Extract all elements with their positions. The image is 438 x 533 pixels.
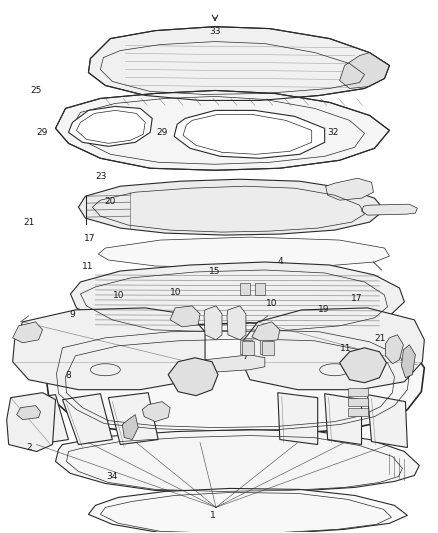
Polygon shape xyxy=(242,308,424,390)
Polygon shape xyxy=(56,91,389,170)
Text: 21: 21 xyxy=(23,219,35,228)
Polygon shape xyxy=(78,179,385,235)
Text: 10: 10 xyxy=(170,287,181,296)
Polygon shape xyxy=(255,283,265,295)
Polygon shape xyxy=(17,406,41,419)
Polygon shape xyxy=(262,341,274,355)
Text: 11: 11 xyxy=(82,262,94,271)
Polygon shape xyxy=(170,306,200,327)
Polygon shape xyxy=(339,348,386,383)
Text: 7: 7 xyxy=(242,352,248,361)
Polygon shape xyxy=(401,345,415,378)
Polygon shape xyxy=(278,393,318,445)
Polygon shape xyxy=(326,178,374,200)
Polygon shape xyxy=(122,415,138,440)
Text: 15: 15 xyxy=(209,268,220,276)
Text: 29: 29 xyxy=(36,128,48,137)
Polygon shape xyxy=(19,394,68,445)
Polygon shape xyxy=(108,393,158,445)
Text: 32: 32 xyxy=(327,128,338,137)
Polygon shape xyxy=(204,306,222,340)
Polygon shape xyxy=(385,335,403,364)
Text: 9: 9 xyxy=(70,310,76,319)
Text: 10: 10 xyxy=(265,299,277,308)
Text: 11: 11 xyxy=(340,344,351,353)
Polygon shape xyxy=(348,408,367,416)
Polygon shape xyxy=(68,107,152,147)
Polygon shape xyxy=(56,430,419,492)
Text: 34: 34 xyxy=(106,472,118,481)
Text: 4: 4 xyxy=(277,257,283,265)
Polygon shape xyxy=(227,306,246,340)
Text: 32: 32 xyxy=(98,128,109,137)
Polygon shape xyxy=(339,53,389,88)
Polygon shape xyxy=(200,355,265,373)
Text: 23: 23 xyxy=(95,172,107,181)
Polygon shape xyxy=(260,340,272,354)
Polygon shape xyxy=(46,323,424,435)
Polygon shape xyxy=(240,283,250,295)
Polygon shape xyxy=(7,393,56,451)
Polygon shape xyxy=(361,204,417,215)
Text: 2: 2 xyxy=(26,443,32,452)
Polygon shape xyxy=(348,387,367,395)
Polygon shape xyxy=(13,308,205,390)
Text: 17: 17 xyxy=(85,235,96,244)
Polygon shape xyxy=(88,27,389,100)
Text: 21: 21 xyxy=(375,334,386,343)
Polygon shape xyxy=(71,262,404,334)
Polygon shape xyxy=(63,394,112,445)
Text: 8: 8 xyxy=(66,371,71,380)
Text: 17: 17 xyxy=(351,294,362,303)
Polygon shape xyxy=(242,341,254,355)
Text: 29: 29 xyxy=(156,128,168,137)
Text: 1: 1 xyxy=(209,511,215,520)
Text: 33: 33 xyxy=(209,27,220,36)
Text: 30: 30 xyxy=(213,134,225,143)
Polygon shape xyxy=(325,394,361,445)
Polygon shape xyxy=(142,402,170,422)
Text: 20: 20 xyxy=(104,197,116,206)
Text: 25: 25 xyxy=(31,85,42,94)
Text: 19: 19 xyxy=(318,304,329,313)
Polygon shape xyxy=(240,340,252,354)
Polygon shape xyxy=(367,394,407,448)
Text: 10: 10 xyxy=(113,291,124,300)
Polygon shape xyxy=(99,237,389,268)
Text: 31: 31 xyxy=(215,110,227,119)
Polygon shape xyxy=(13,322,42,343)
Polygon shape xyxy=(348,398,367,406)
Polygon shape xyxy=(252,322,280,342)
Polygon shape xyxy=(174,110,325,158)
Polygon shape xyxy=(168,358,218,395)
Polygon shape xyxy=(88,488,407,533)
